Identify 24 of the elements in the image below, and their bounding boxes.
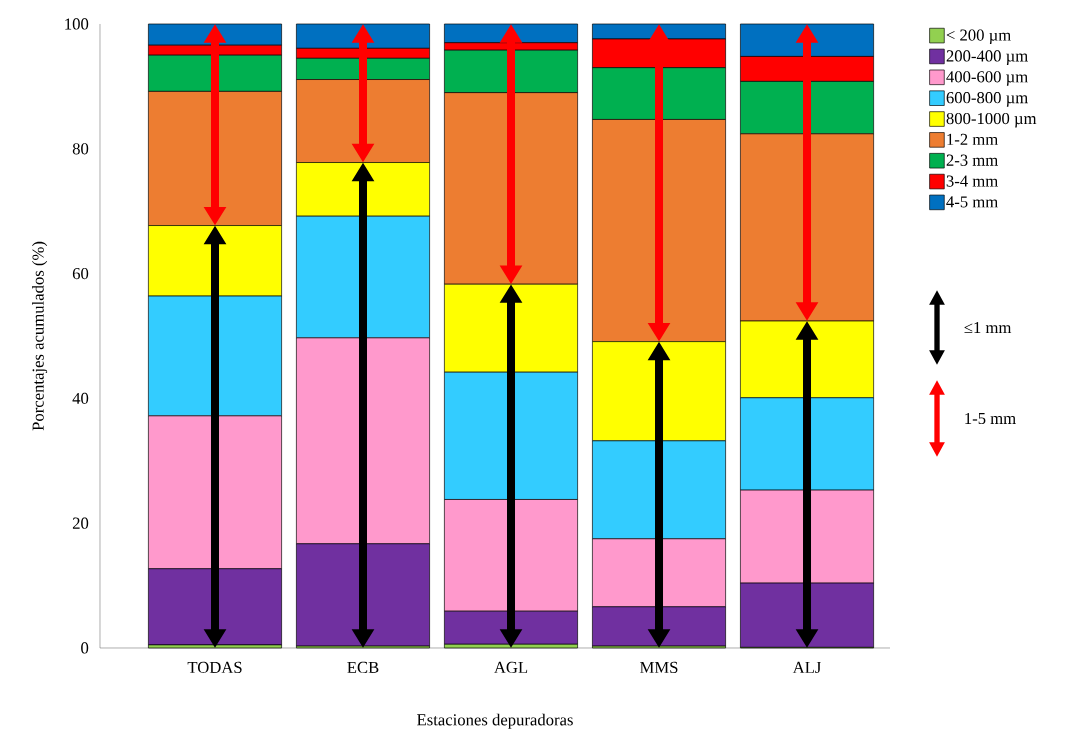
- legend-label: 3-4 mm: [946, 175, 998, 187]
- legend-label: 600-800 µm: [946, 91, 1028, 107]
- y-tick-label: 0: [81, 642, 89, 654]
- legend-label: 1-2 mm: [947, 133, 998, 145]
- y-axis-title: Porcentajes acumulados (%): [32, 241, 48, 431]
- text: 1-5 mm: [965, 412, 1016, 424]
- x-tick-label: ALJ: [792, 661, 821, 673]
- y-tick-label: 60: [72, 267, 89, 280]
- x-tick-label: ECB: [347, 661, 379, 673]
- legend-label: 400-600 µm: [946, 71, 1028, 86]
- text: ≤1 mm: [964, 321, 1012, 333]
- y-tick-label: 20: [72, 517, 89, 529]
- x-tick-label: AGL: [494, 661, 528, 673]
- x-tick-label: TODAS: [187, 661, 242, 673]
- legend-label: 2-3 mm: [946, 154, 998, 166]
- y-tick-label: 40: [72, 392, 89, 404]
- x-axis-title: Estaciones depuradoras: [417, 713, 573, 729]
- y-tick-label: 80: [72, 142, 89, 155]
- x-tick-label: MMS: [640, 661, 678, 673]
- legend-label: < 200 µm: [946, 29, 1011, 44]
- legend-label: 4-5 mm: [946, 196, 998, 208]
- legend-label: 800-1000 µm: [946, 112, 1037, 128]
- y-tick-label: 100: [65, 18, 89, 30]
- legend-label: 200-400 µm: [946, 50, 1028, 65]
